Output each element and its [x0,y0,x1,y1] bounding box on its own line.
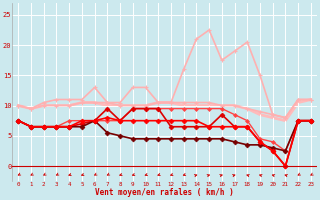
X-axis label: Vent moyen/en rafales ( km/h ): Vent moyen/en rafales ( km/h ) [95,188,234,197]
